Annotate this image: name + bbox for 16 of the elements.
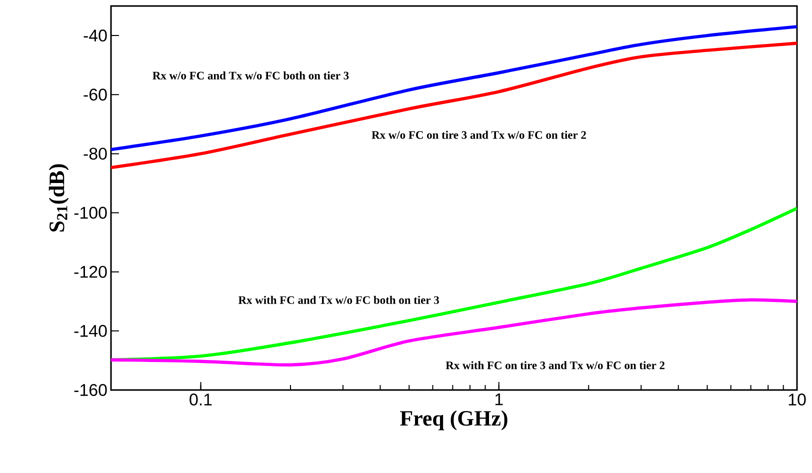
x-tick-label: 10 [788, 394, 806, 406]
y-axis-title: S$_{21}$(dB) [48, 164, 69, 232]
y-tick-label: -120 [74, 266, 107, 278]
text: Rx w/o FC and Tx w/o FC both on tier 3 [152, 71, 349, 80]
x-tick-label: 0.1 [190, 394, 212, 406]
y-tick-label: -160 [74, 384, 107, 396]
y-tick-label: -100 [74, 206, 107, 219]
y-tick-label: -60 [84, 88, 107, 101]
y-tick-label: -140 [74, 324, 107, 337]
x-tick-label: 1 [495, 394, 503, 406]
series-label: Rx w/o FC on tire 3 and Tx w/o FC on tier 2 [372, 130, 586, 139]
y-tick-label: -40 [84, 30, 107, 42]
y-tick-label: -80 [84, 148, 107, 160]
text: Rx with FC on tire 3 and Tx w/o FC on tier 2 [446, 361, 664, 370]
x-axis-title: Freq (GHz) [400, 410, 508, 430]
series-label: Rx with FC and Tx w/o FC both on tier 3 [238, 296, 439, 304]
